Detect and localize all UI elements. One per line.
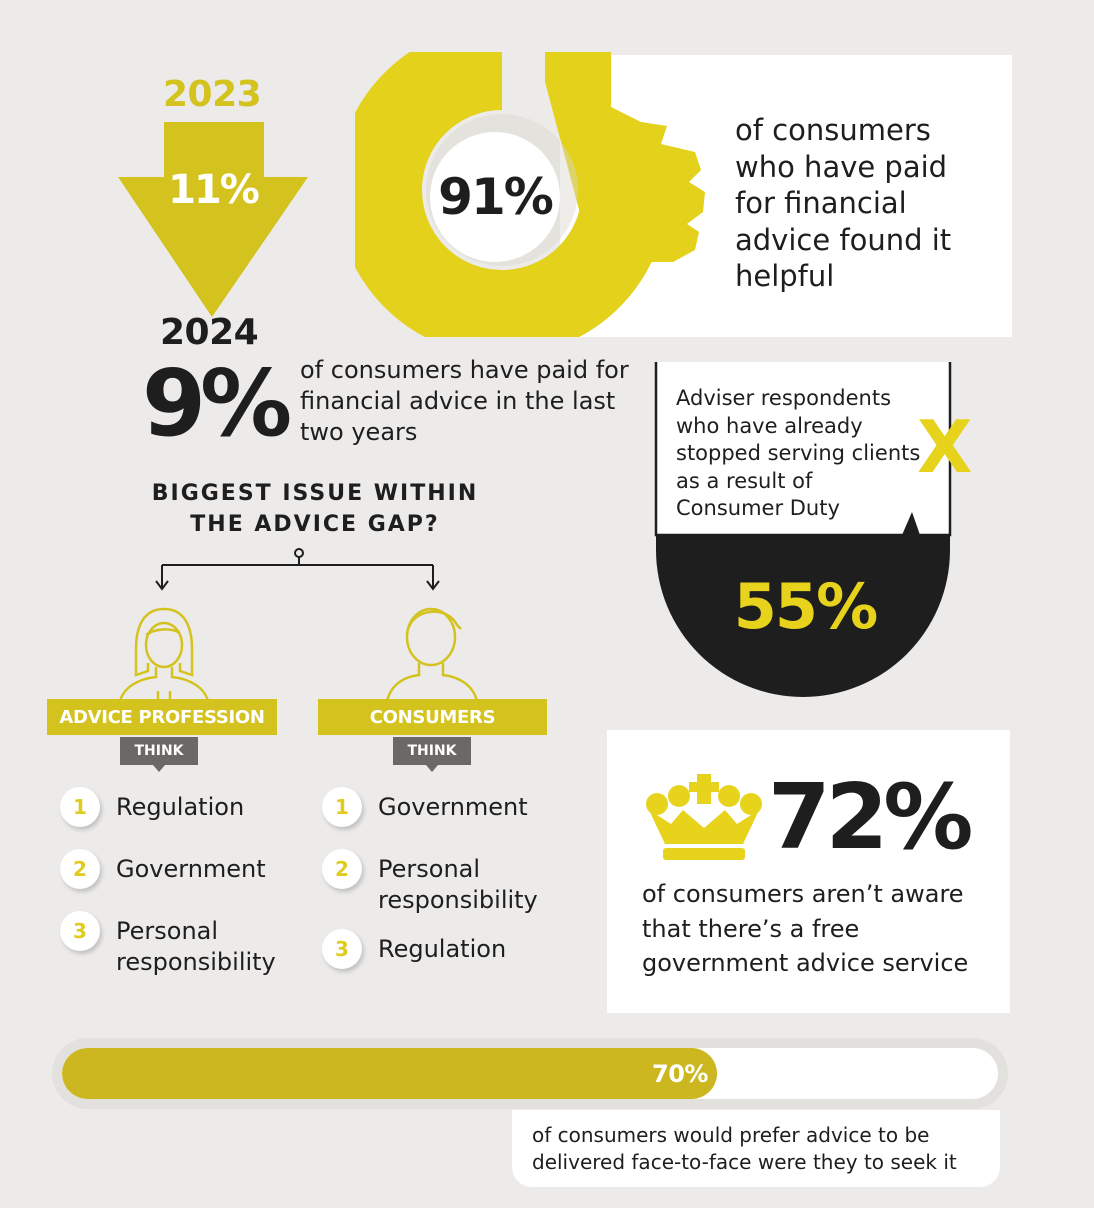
rank-badge: 2 [60, 849, 100, 889]
pct-2023: 11% [168, 167, 260, 213]
rank-label: Regulation [116, 793, 245, 821]
think-pointer [426, 765, 438, 772]
year-2024: 2024 [160, 312, 259, 353]
advice-profession-think: THINK [120, 737, 198, 765]
consumers-banner: CONSUMERS [318, 699, 547, 735]
biggest-issue-title: BIGGEST ISSUE WITHIN THE ADVICE GAP? [120, 478, 510, 540]
helpful-text: of consumers who have paid for financial… [735, 113, 952, 293]
rank-badge: 1 [60, 787, 100, 827]
title-line-1: BIGGEST ISSUE WITHIN [151, 481, 479, 506]
rank-label: Government [116, 855, 266, 883]
pct-government: 72% [768, 765, 973, 870]
face-to-face-bar-fill [62, 1048, 718, 1099]
adviser-container [654, 362, 952, 697]
face-to-face-bar [62, 1048, 998, 1099]
face-to-face-note [512, 1110, 1000, 1187]
rank-label: Personal responsibility [116, 917, 276, 976]
pct-adviser: 55% [733, 570, 878, 643]
split-connector [155, 548, 440, 591]
rank-badge: 1 [322, 787, 362, 827]
crown-icon [646, 774, 762, 860]
paid-advice-text: of consumers have paid for financial adv… [300, 356, 629, 446]
rank-badge: 3 [60, 911, 100, 951]
pct-face-to-face: 70% [652, 1060, 708, 1088]
rank-label: Regulation [378, 935, 507, 963]
government-panel [607, 730, 1010, 1013]
man-icon [385, 607, 479, 701]
woman-icon [118, 607, 210, 701]
face-to-face-text: of consumers would prefer advice to be d… [532, 1123, 957, 1174]
rank-label: Personal responsibility [378, 855, 538, 914]
consumers-think: THINK [393, 737, 471, 765]
year-2023: 2023 [163, 74, 262, 115]
x-mark-icon: X [917, 405, 973, 489]
rank-label: Government [378, 793, 528, 821]
pct-helpful: 91% [430, 132, 560, 262]
advice-profession-banner: ADVICE PROFESSION [47, 699, 277, 735]
adviser-text: Adviser respondents who have already sto… [676, 386, 921, 520]
government-text: of consumers aren’t aware that there’s a… [642, 880, 969, 977]
think-pointer [153, 765, 165, 772]
pct-2024: 9% [142, 350, 292, 457]
title-line-2: THE ADVICE GAP? [190, 512, 440, 537]
rank-badge: 3 [322, 929, 362, 969]
down-arrow-icon [118, 122, 308, 317]
rank-badge: 2 [322, 849, 362, 889]
